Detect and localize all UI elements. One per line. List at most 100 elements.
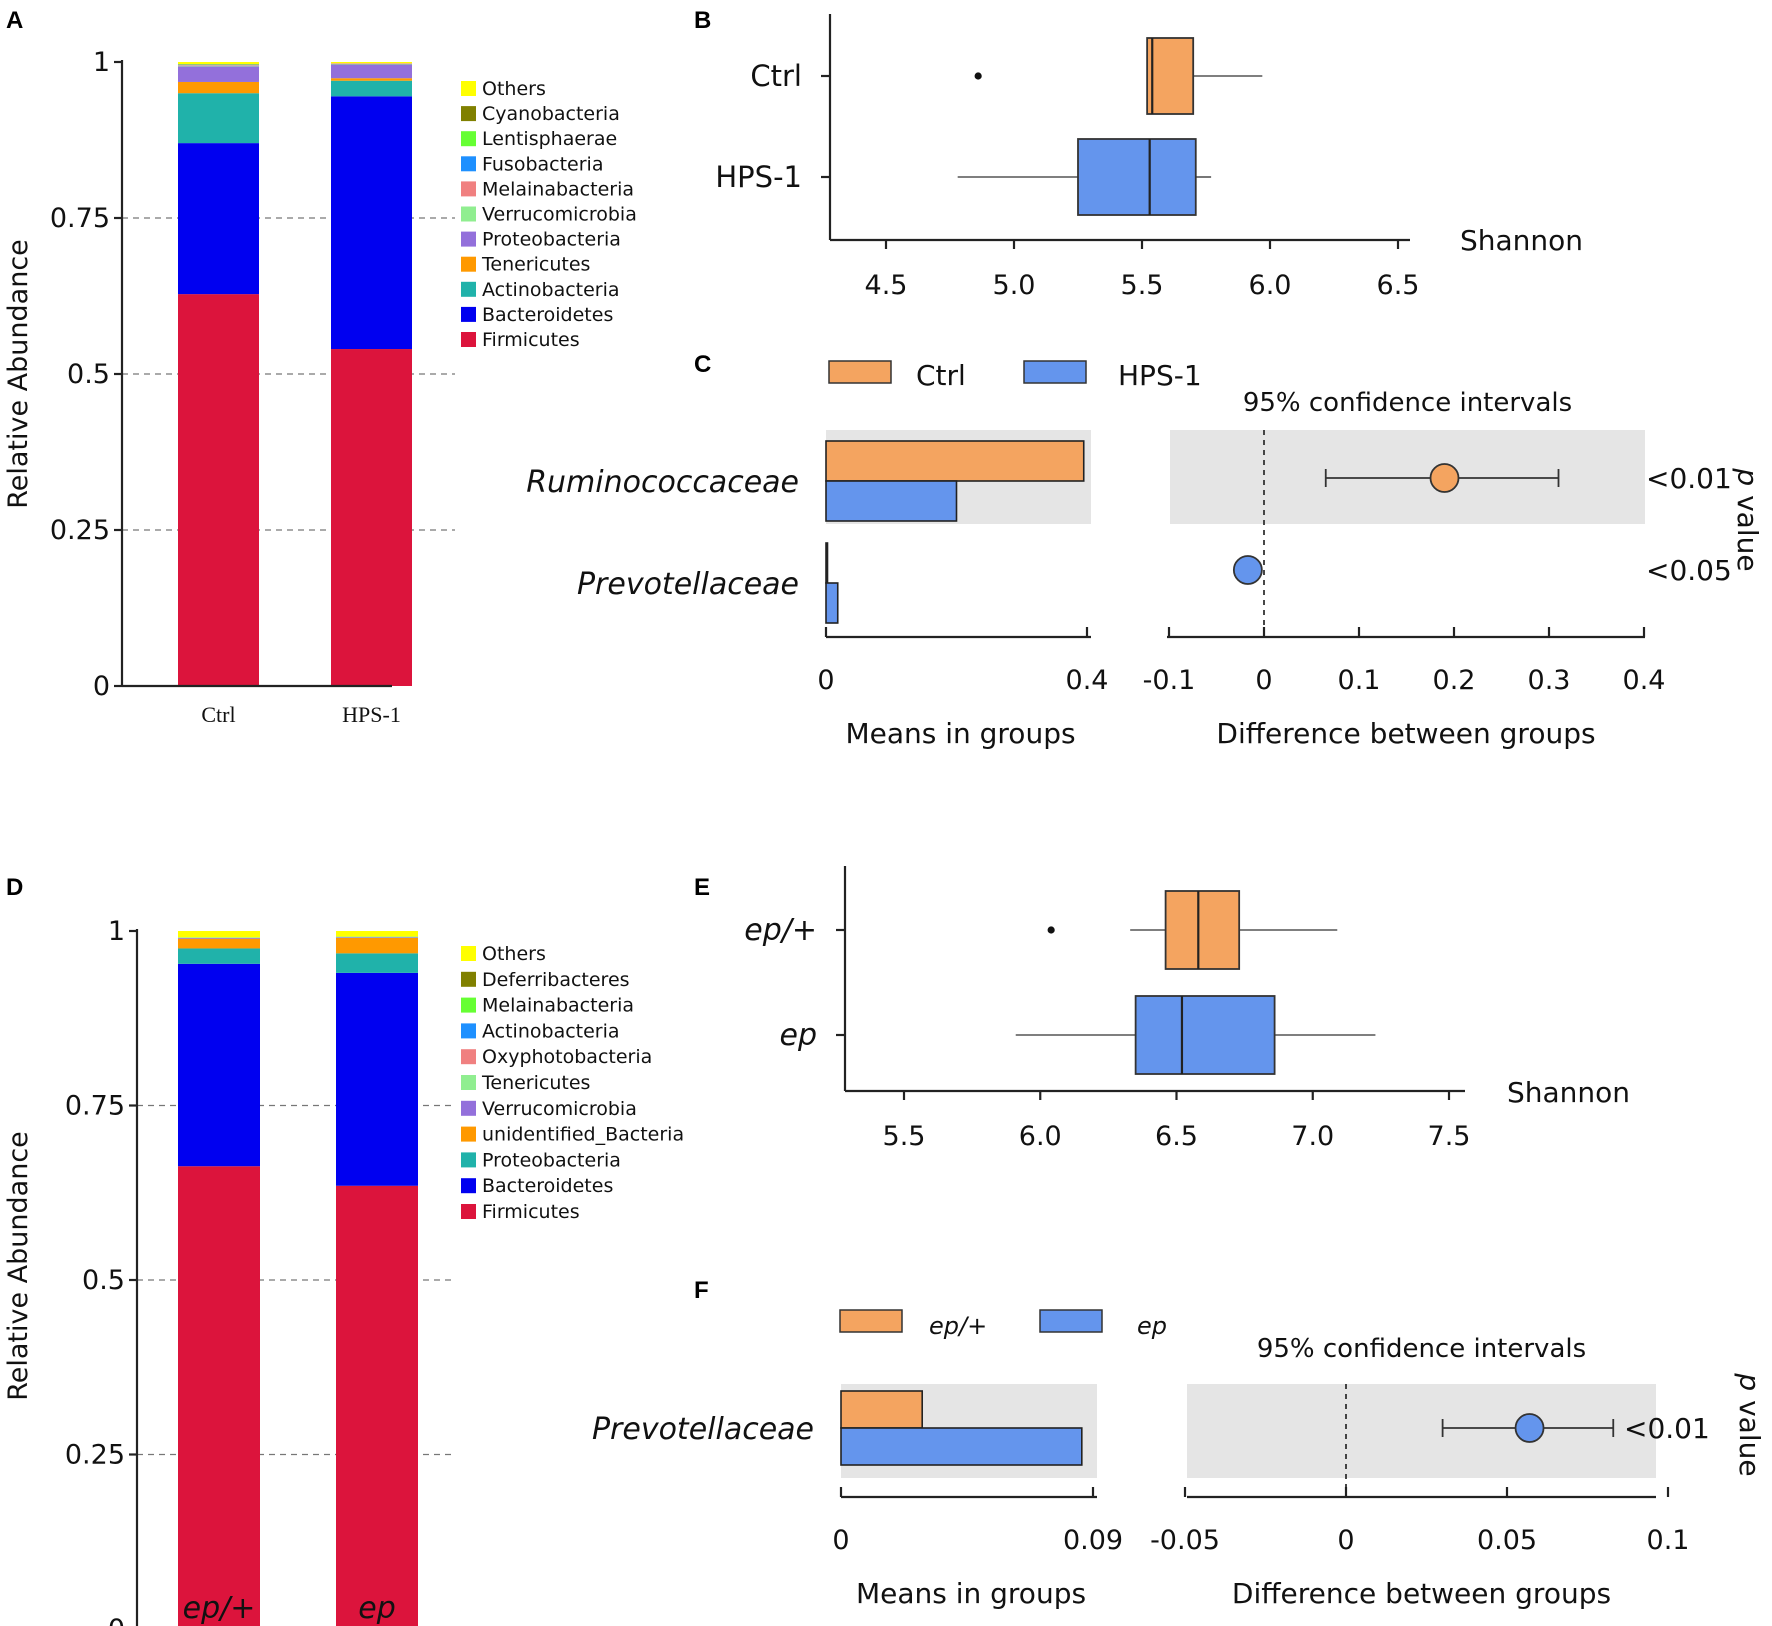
bar-ctrl-verrucomicrobia xyxy=(178,65,259,67)
ci-x-tick-label-0: 0 xyxy=(1337,1525,1354,1556)
panel-letter-b: B xyxy=(694,7,711,34)
panel-letter-e: E xyxy=(694,874,710,901)
panel-e-box-plot: 5.5 6.0 6.5 7.0 7.5 Shannon ep/+ ep xyxy=(744,866,1630,1152)
x-tick-label-5-5: 5.5 xyxy=(1121,270,1164,301)
bar-ep-proteobacteria xyxy=(336,953,418,973)
outlier-ctrl-0 xyxy=(974,72,982,80)
legend-swatch-oxyphotobacteria xyxy=(461,1049,476,1065)
ci-title: 95% confidence intervals xyxy=(1257,1334,1586,1364)
legend-swatch-ctrl xyxy=(828,360,892,384)
legend-swatch-others xyxy=(461,946,476,961)
y-axis-label: Relative Abundance xyxy=(3,239,34,509)
ci-point-prevotellaceae xyxy=(1232,555,1263,585)
legend-label-verrucomicrobia: Verrucomicrobia xyxy=(482,1098,637,1120)
p-value-axis-label: p value xyxy=(1731,467,1764,571)
y-tick-label-ctrl: Ctrl xyxy=(750,59,802,93)
box-ep xyxy=(1164,890,1241,970)
y-tick-label-ep: ep xyxy=(780,1018,818,1053)
means-x-axis-label: Means in groups xyxy=(845,717,1075,750)
bar-ep-verrucomicrobia xyxy=(336,937,418,938)
x-tick-label-hps-1: HPS-1 xyxy=(342,702,401,727)
panel-d-stacked-bar-chart: ep/+ ep 0 0.25 0.5 0.75 1 Relative Abundance Oth… xyxy=(3,916,684,1626)
legend-swatch-others xyxy=(461,81,476,96)
bar-ep-firmicutes xyxy=(336,1185,418,1626)
ci-x-tick-label-0: 0 xyxy=(1255,665,1272,696)
legend-label-melainabacteria: Melainabacteria xyxy=(482,995,634,1017)
ci-x-axis-label: Difference between groups xyxy=(1216,717,1595,750)
y-tick-label-0-75: 0.75 xyxy=(50,203,110,234)
panel-c-difference-chart: Ctrl HPS-1 Ruminococcaceae Prevotellaceae 0 0… xyxy=(526,359,1764,750)
bar-ep-bacteroidetes xyxy=(178,963,260,1167)
legend-swatch-bacteroidetes xyxy=(461,1178,476,1194)
legend-label-tenericutes: Tenericutes xyxy=(481,254,590,276)
outlier-ep-0 xyxy=(1047,926,1055,934)
panel-letter-a: A xyxy=(6,7,23,34)
p-value-ruminococcaceae: <0.01 xyxy=(1646,462,1732,495)
panel-letter-c: C xyxy=(694,351,711,378)
legend-swatch-deferribacteres xyxy=(461,971,476,987)
bar-ep-unidentified-bacteria xyxy=(336,937,418,954)
y-tick-label-0-75: 0.75 xyxy=(65,1091,125,1122)
bar-hps-1-bacteroidetes xyxy=(331,96,412,350)
x-tick-label-ep: ep/+ xyxy=(183,1591,256,1626)
p-value-axis-label-value: value xyxy=(1731,495,1764,571)
mean-bar-prevotellaceae-ctrl xyxy=(825,542,829,584)
legend-label-ep: ep xyxy=(1137,1312,1167,1340)
legend-label-firmicutes: Firmicutes xyxy=(482,1201,580,1223)
bar-ep-tenericutes xyxy=(178,937,260,938)
legend-label-proteobacteria: Proteobacteria xyxy=(482,1149,621,1171)
bar-ep-firmicutes xyxy=(178,1166,260,1626)
x-axis-label: Shannon xyxy=(1507,1076,1630,1109)
bar-ep-verrucomicrobia xyxy=(178,937,260,939)
panel-a-stacked-bar-chart: Ctrl HPS-1 0 0.25 0.5 0.75 1 Relative Abundance… xyxy=(3,47,637,727)
legend-swatch-fusobacteria xyxy=(461,156,476,172)
legend-swatch-actinobacteria xyxy=(461,281,476,297)
legend-swatch-unidentified-bacteria xyxy=(461,1126,476,1142)
p-value-axis-label: p value xyxy=(1733,1372,1766,1476)
x-tick-label-6-5: 6.5 xyxy=(1155,1121,1198,1152)
legend-swatch-ep xyxy=(1039,1309,1103,1333)
legend-swatch-firmicutes xyxy=(461,1204,476,1219)
legend-label-actinobacteria: Actinobacteria xyxy=(482,279,620,301)
mean-bar-ruminococcaceae-hps-1 xyxy=(825,480,958,522)
legend-swatch-firmicutes xyxy=(461,332,476,347)
ci-band xyxy=(1187,1384,1656,1478)
x-axis-label: Shannon xyxy=(1460,224,1583,257)
legend-label-deferribacteres: Deferribacteres xyxy=(482,969,630,991)
y-tick-label-0: 0 xyxy=(108,1614,125,1626)
ci-x-axis-label: Difference between groups xyxy=(1232,1577,1611,1610)
p-value-prevotellaceae: <0.05 xyxy=(1646,554,1732,587)
panel-letter-f: F xyxy=(694,1277,709,1304)
legend-label-hps-1: HPS-1 xyxy=(1118,359,1202,392)
y-tick-label-ep: ep/+ xyxy=(744,913,817,948)
bar-ep-proteobacteria xyxy=(178,948,260,964)
x-tick-label-5-5: 5.5 xyxy=(883,1121,926,1152)
legend-swatch-tenericutes xyxy=(461,256,476,272)
legend-swatch-actinobacteria xyxy=(461,1023,476,1039)
means-x-tick-label-0-09: 0.09 xyxy=(1063,1525,1123,1556)
means-x-axis-label: Means in groups xyxy=(856,1577,1086,1610)
bar-ctrl-tenericutes xyxy=(178,81,259,94)
legend-label-actinobacteria: Actinobacteria xyxy=(482,1020,620,1042)
x-tick-label-7-5: 7.5 xyxy=(1428,1121,1471,1152)
legend-label-bacteroidetes: Bacteroidetes xyxy=(482,1175,613,1197)
means-x-tick-label-0: 0 xyxy=(817,665,834,696)
mean-bar-prevotellaceae-ep xyxy=(840,1427,1083,1466)
x-tick-label-6-0: 6.0 xyxy=(1249,270,1292,301)
legend-swatch-bacteroidetes xyxy=(461,306,476,322)
mean-bar-prevotellaceae-ep xyxy=(840,1390,923,1429)
legend-label-others: Others xyxy=(482,78,546,100)
p-value-axis-label-value: value xyxy=(1733,1400,1766,1476)
y-tick-label-1: 1 xyxy=(108,916,125,947)
x-tick-label-ep: ep xyxy=(358,1591,396,1626)
legend-swatch-hps-1 xyxy=(1023,360,1087,384)
y-tick-label-0-5: 0.5 xyxy=(67,359,110,390)
bar-hps-1-verrucomicrobia xyxy=(331,63,412,65)
ci-x-tick-label-0-2: 0.2 xyxy=(1433,665,1476,696)
bar-hps-1-melainabacteria xyxy=(331,63,412,64)
x-tick-label-4-5: 4.5 xyxy=(865,270,908,301)
bar-ep-tenericutes xyxy=(336,936,418,938)
legend-swatch-proteobacteria xyxy=(461,1152,476,1168)
bar-hps-1-proteobacteria xyxy=(331,64,412,79)
